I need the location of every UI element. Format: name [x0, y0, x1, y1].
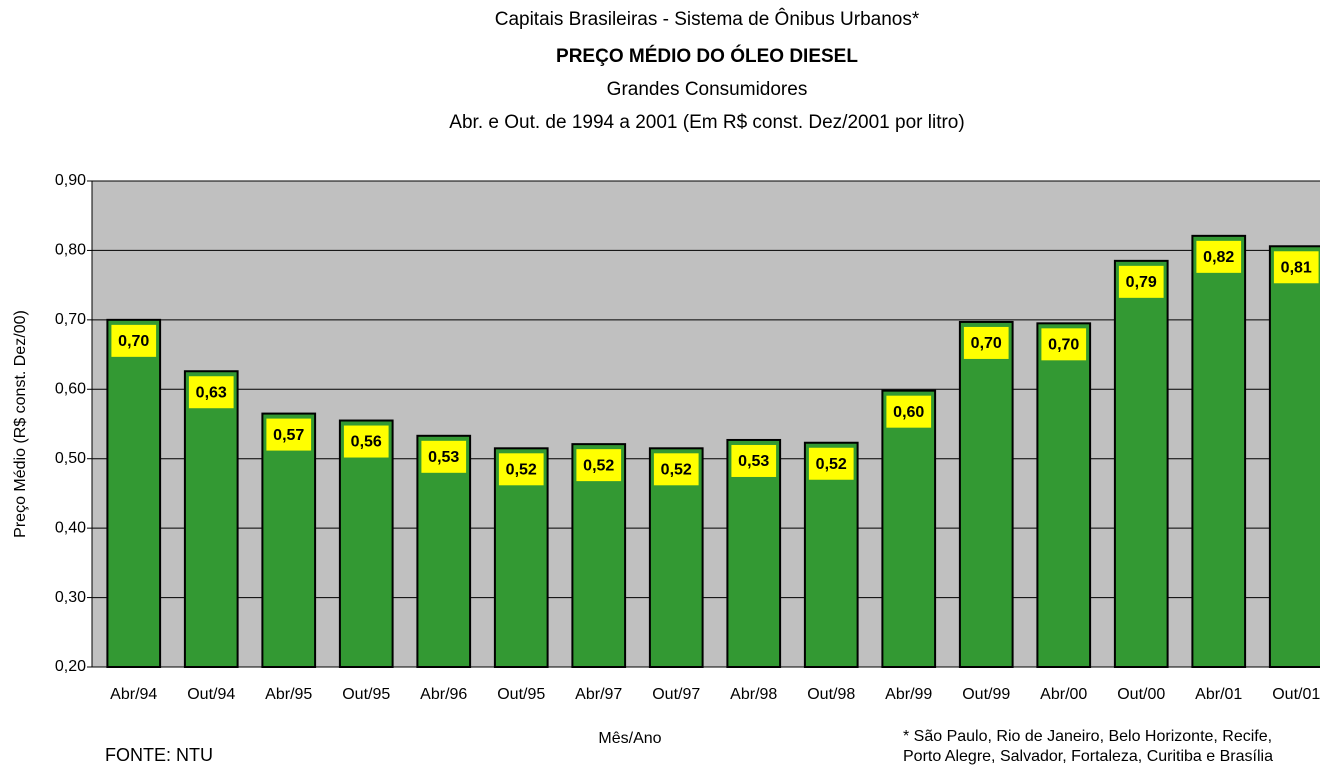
value-label-box [1273, 251, 1319, 284]
bar [571, 443, 627, 668]
value-label-box [653, 453, 699, 486]
value-label-box [731, 444, 777, 477]
value-label: 0,70 [1048, 337, 1079, 354]
x-tick-label: Out/95 [497, 686, 545, 703]
x-tick-label: Abr/98 [730, 686, 777, 703]
bar [1191, 234, 1247, 668]
x-tick-label: Abr/94 [110, 686, 157, 703]
y-tick-label: 0,30 [55, 589, 86, 606]
value-label: 0,63 [196, 384, 227, 401]
value-label-box [963, 326, 1009, 359]
value-label-box [421, 440, 467, 473]
x-tick-label: Out/98 [807, 686, 855, 703]
x-tick-label: Out/99 [962, 686, 1010, 703]
bar [726, 438, 782, 668]
value-label: 0,82 [1203, 249, 1234, 266]
value-label-box [188, 376, 234, 409]
x-tick-label: Out/94 [187, 686, 235, 703]
value-label-box [498, 453, 544, 486]
y-tick-label: 0,60 [55, 381, 86, 398]
y-tick-label: 0,20 [55, 658, 86, 675]
x-tick-label: Abr/97 [575, 686, 622, 703]
value-label-box [343, 425, 389, 458]
value-label-box [576, 449, 622, 482]
x-tick-label: Abr/01 [1195, 686, 1242, 703]
bar [106, 318, 162, 668]
value-label: 0,52 [506, 462, 537, 479]
bar [958, 320, 1014, 668]
bar [338, 419, 394, 668]
value-label: 0,81 [1281, 259, 1312, 276]
value-label-box [886, 395, 932, 428]
value-label: 0,70 [971, 335, 1002, 352]
bar [881, 389, 937, 668]
x-tick-label: Abr/99 [885, 686, 932, 703]
chart-subtitle: Grandes Consumidores [607, 79, 808, 100]
y-tick-label: 0,70 [55, 311, 86, 328]
value-label: 0,52 [583, 457, 614, 474]
bar [183, 370, 239, 668]
y-tick-label: 0,80 [55, 242, 86, 259]
x-tick-label: Out/95 [342, 686, 390, 703]
value-label-box [1118, 265, 1164, 298]
y-tick-label: 0,40 [55, 519, 86, 536]
bar [1113, 259, 1169, 668]
value-label-box [808, 447, 854, 480]
bar [1036, 322, 1092, 668]
y-tick-label: 0,50 [55, 450, 86, 467]
value-label: 0,56 [351, 434, 382, 451]
value-label: 0,79 [1126, 274, 1157, 291]
bar [261, 412, 317, 669]
value-label-box [111, 324, 157, 357]
footnote: Porto Alegre, Salvador, Fortaleza, Curit… [903, 748, 1273, 765]
value-label: 0,52 [661, 462, 692, 479]
value-label-box [1196, 240, 1242, 273]
value-label: 0,53 [738, 453, 769, 470]
x-tick-label: Out/97 [652, 686, 700, 703]
x-tick-label: Abr/95 [265, 686, 312, 703]
value-label-box [1041, 328, 1087, 361]
x-tick-label: Abr/00 [1040, 686, 1087, 703]
value-label: 0,60 [893, 404, 924, 421]
value-label: 0,70 [118, 333, 149, 350]
source: FONTE: NTU [105, 745, 213, 765]
value-label: 0,52 [816, 456, 847, 473]
chart-subtitle: PREÇO MÉDIO DO ÓLEO DIESEL [556, 45, 858, 67]
chart-subtitle: Abr. e Out. de 1994 a 2001 (Em R$ const.… [449, 112, 964, 133]
bar [803, 441, 859, 669]
x-tick-label: Out/01 [1272, 686, 1320, 703]
x-tick-label: Out/00 [1117, 686, 1165, 703]
footnote: * São Paulo, Rio de Janeiro, Belo Horizo… [903, 728, 1272, 745]
value-label-box [266, 418, 312, 451]
value-label: 0,53 [428, 449, 459, 466]
y-axis-label: Preço Médio (R$ const. Dez/00) [12, 310, 29, 538]
chart-title: Capitais Brasileiras - Sistema de Ônibus… [495, 8, 920, 30]
x-axis-label: Mês/Ano [598, 730, 661, 747]
bar [416, 434, 472, 668]
y-tick-label: 0,90 [55, 172, 86, 189]
x-tick-label: Abr/96 [420, 686, 467, 703]
bar [1268, 245, 1320, 669]
value-label: 0,57 [273, 427, 304, 444]
